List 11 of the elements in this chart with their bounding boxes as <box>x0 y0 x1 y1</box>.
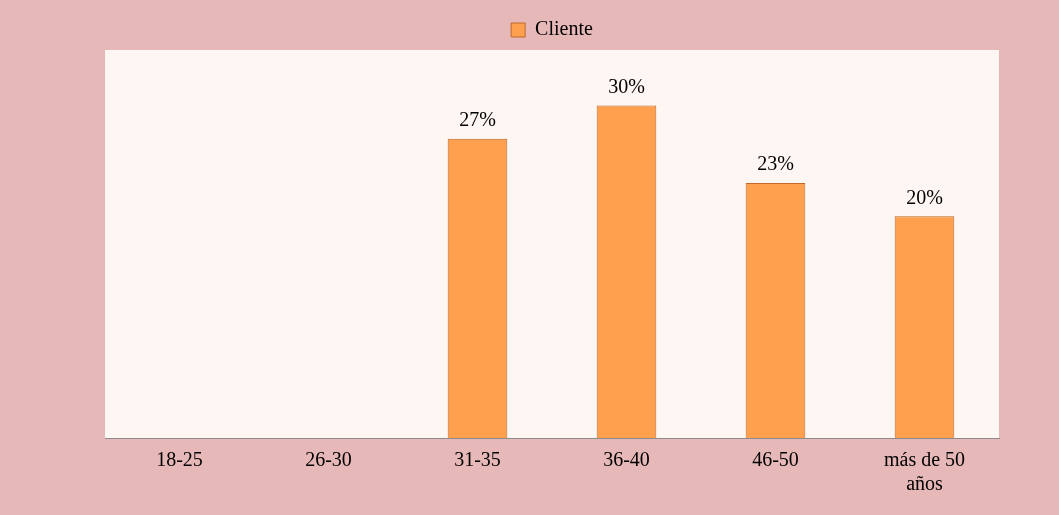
x-tick-label: más de 50 años <box>883 448 966 495</box>
data-label: 30% <box>608 74 645 97</box>
x-tick-label: 36-40 <box>603 448 650 471</box>
data-label: 23% <box>757 152 794 175</box>
legend-label: Cliente <box>535 17 593 40</box>
data-label: 20% <box>906 185 943 208</box>
x-tick-label: 31-35 <box>454 448 501 471</box>
x-tick-label: 46-50 <box>752 448 799 471</box>
x-tick-label: 26-30 <box>305 448 352 471</box>
data-label: 27% <box>459 107 496 130</box>
x-tick-label: 18-25 <box>156 448 203 471</box>
